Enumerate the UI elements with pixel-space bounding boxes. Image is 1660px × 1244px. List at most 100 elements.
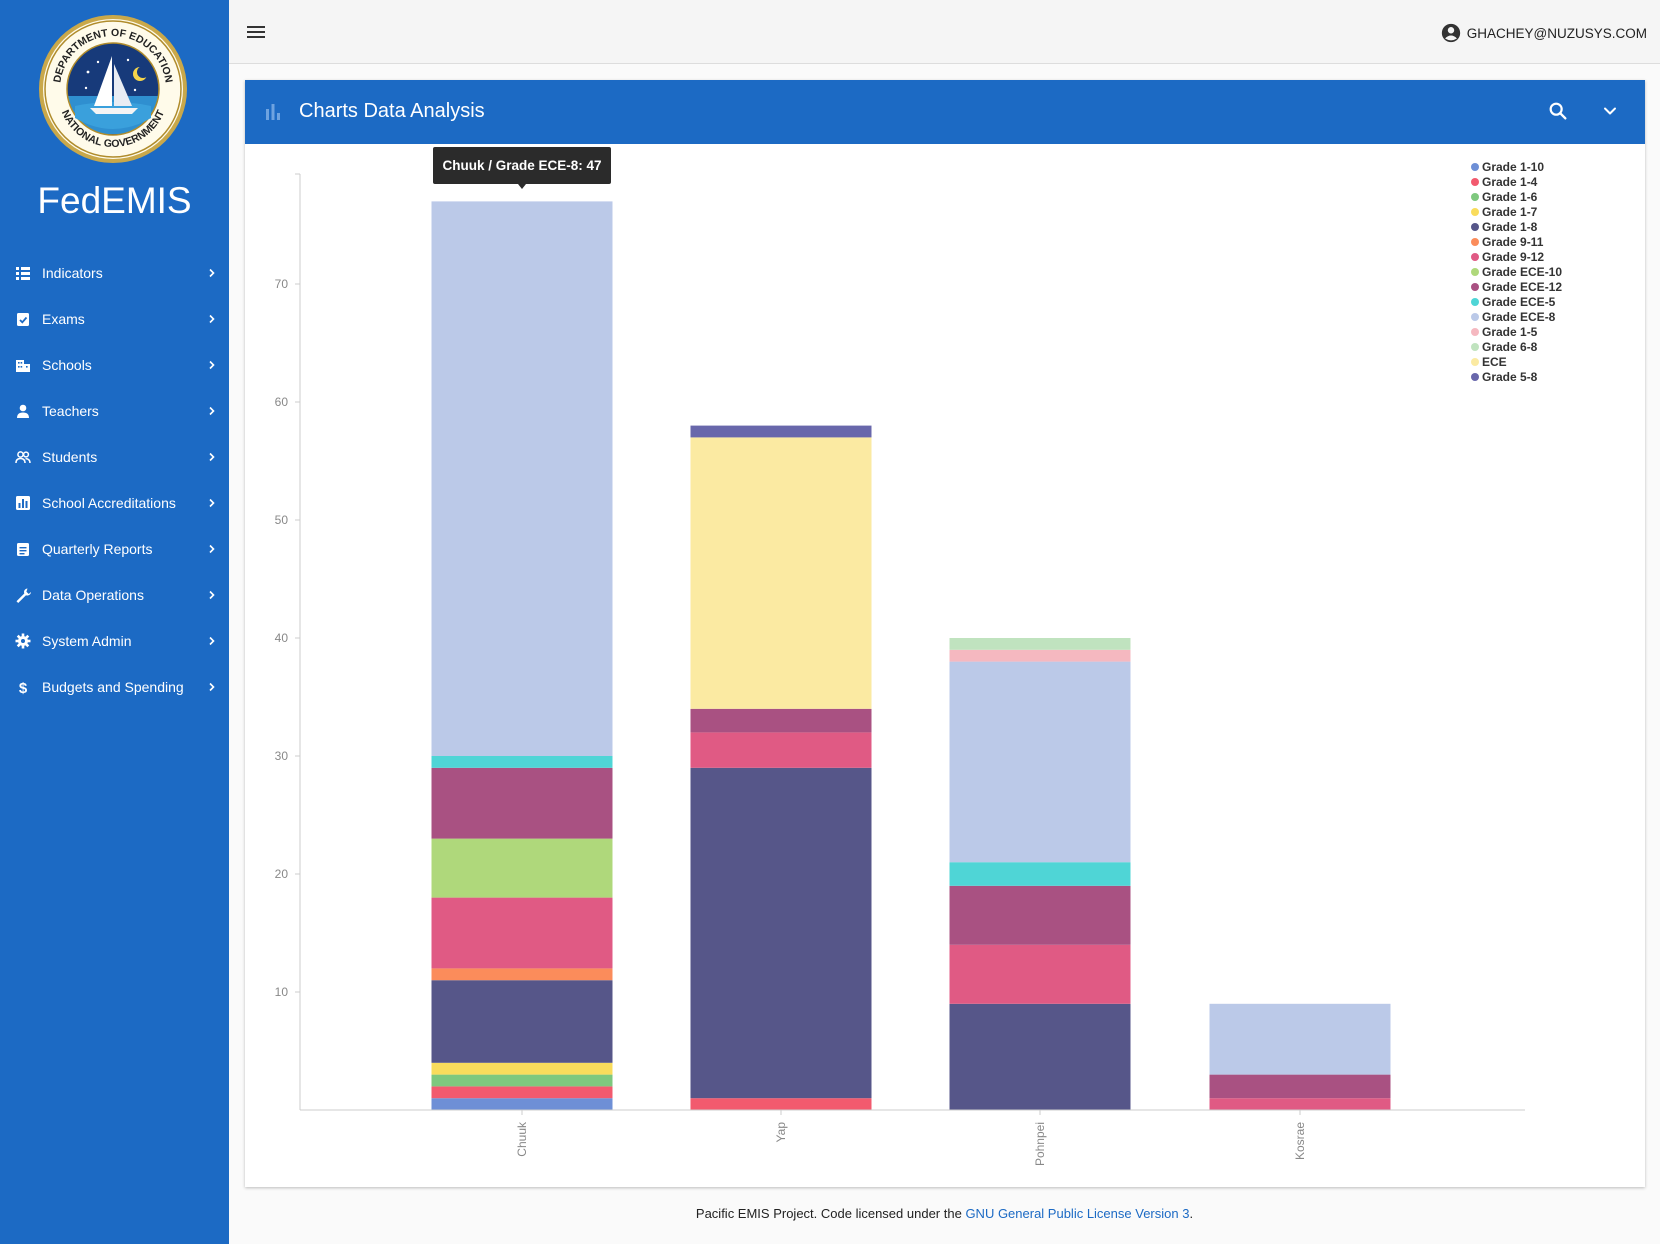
- chevron-right-icon: [205, 544, 219, 554]
- bar-segment-yap-grade-1-4[interactable]: [690, 1098, 872, 1110]
- chevron-right-icon: [205, 498, 219, 508]
- sidebar-item-budgets-and-spending[interactable]: $ Budgets and Spending: [0, 664, 229, 710]
- building-icon: [15, 357, 31, 373]
- legend-swatch: [1471, 313, 1479, 321]
- footer-text-end: .: [1189, 1206, 1194, 1221]
- sidebar-item-label: Students: [42, 449, 98, 465]
- legend-item[interactable]: Grade 1-5: [1482, 325, 1538, 339]
- expand-button[interactable]: [1600, 101, 1620, 126]
- y-tick-label: 60: [275, 395, 289, 409]
- legend-swatch: [1471, 298, 1479, 306]
- search-button[interactable]: [1547, 100, 1569, 127]
- legend-item[interactable]: Grade 5-8: [1482, 370, 1538, 384]
- legend-item[interactable]: Grade 1-10: [1482, 160, 1544, 174]
- license-link[interactable]: GNU General Public License Version 3: [965, 1206, 1190, 1221]
- legend-swatch: [1471, 238, 1479, 246]
- bar-segment-chuuk-grade-1-8[interactable]: [431, 980, 613, 1063]
- sidebar-item-schools[interactable]: Schools: [0, 342, 229, 388]
- bar-segment-chuuk-grade-ece-12[interactable]: [431, 767, 613, 839]
- chart-tooltip: [433, 147, 611, 184]
- bar-segment-pohnpei-grade-6-8[interactable]: [949, 638, 1131, 650]
- bar-segment-pohnpei-grade-ece-5[interactable]: [949, 862, 1131, 886]
- legend-item[interactable]: Grade 1-7: [1482, 205, 1538, 219]
- sidebar-item-indicators[interactable]: Indicators: [0, 250, 229, 296]
- chevron-right-icon: [205, 682, 219, 692]
- sidebar-item-label: Exams: [42, 311, 85, 327]
- sidebar-item-quarterly-reports[interactable]: Quarterly Reports: [0, 526, 229, 572]
- footer: Pacific EMIS Project. Code licensed unde…: [229, 1206, 1660, 1221]
- bar-segment-chuuk-grade-1-6[interactable]: [431, 1074, 613, 1087]
- chart-card: Charts Data Analysis 10 20 30 40 50 60 70 Chuu…: [245, 80, 1645, 1187]
- person-icon: [15, 403, 31, 419]
- legend-item[interactable]: Grade 1-6: [1482, 190, 1538, 204]
- bar-segment-chuuk-grade-1-10[interactable]: [431, 1098, 613, 1110]
- chevron-down-icon: [1604, 107, 1616, 115]
- user-account-button[interactable]: GHACHEY@NUZUSYS.COM: [1440, 22, 1647, 44]
- bar-segment-chuuk-grade-1-7[interactable]: [431, 1062, 613, 1075]
- bar-segment-pohnpei-grade-1-5[interactable]: [949, 649, 1131, 662]
- bar-segment-kosrae-grade-ece-8[interactable]: [1209, 1003, 1391, 1075]
- legend-item[interactable]: Grade 9-11: [1482, 235, 1544, 249]
- chevron-right-icon: [205, 636, 219, 646]
- svg-text:$: $: [19, 680, 28, 695]
- bar-segment-yap-grade-ece-12[interactable]: [690, 708, 872, 733]
- sidebar-item-teachers[interactable]: Teachers: [0, 388, 229, 434]
- legend-item[interactable]: Grade ECE-12: [1482, 280, 1562, 294]
- dollar-icon: $: [15, 679, 31, 695]
- bar-segment-kosrae-grade-ece-12[interactable]: [1209, 1074, 1391, 1099]
- sidebar-item-students[interactable]: Students: [0, 434, 229, 480]
- y-tick-label: 40: [275, 631, 289, 645]
- account-circle-icon: [1441, 23, 1460, 43]
- x-tick-label: Chuuk: [515, 1121, 529, 1157]
- bar-segment-yap-grade-5-8[interactable]: [690, 425, 872, 438]
- sidebar-item-label: Indicators: [42, 265, 103, 281]
- sidebar-item-data-operations[interactable]: Data Operations: [0, 572, 229, 618]
- sidebar-item-label: Schools: [42, 357, 92, 373]
- bar-segment-yap-grade-9-12[interactable]: [690, 732, 872, 768]
- bar-segment-yap-ece[interactable]: [690, 437, 872, 709]
- sidebar-item-system-admin[interactable]: System Admin: [0, 618, 229, 664]
- sidebar-item-label: Teachers: [42, 403, 99, 419]
- bar-segment-chuuk-grade-9-11[interactable]: [431, 968, 613, 981]
- bar-segment-pohnpei-grade-ece-12[interactable]: [949, 885, 1131, 945]
- legend-item[interactable]: Grade 9-12: [1482, 250, 1544, 264]
- legend-item[interactable]: Grade 1-8: [1482, 220, 1538, 234]
- legend-item[interactable]: Grade ECE-5: [1482, 295, 1556, 309]
- bar-segment-yap-grade-1-8[interactable]: [690, 767, 872, 1099]
- bar-segment-kosrae-grade-9-12[interactable]: [1209, 1098, 1391, 1110]
- bar-segment-chuuk-grade-ece-10[interactable]: [431, 838, 613, 898]
- legend-item[interactable]: Grade 1-4: [1482, 175, 1538, 189]
- chevron-right-icon: [205, 452, 219, 462]
- card-title: Charts Data Analysis: [299, 100, 485, 122]
- x-tick-label: Pohnpei: [1033, 1122, 1047, 1166]
- search-icon: [1549, 102, 1567, 120]
- sidebar-nav: Indicators Exams Schools Teachers Students Sc…: [0, 250, 229, 710]
- card-header: Charts Data Analysis: [245, 80, 1645, 144]
- legend-item[interactable]: ECE: [1482, 355, 1507, 369]
- hamburger-menu-button[interactable]: [245, 21, 267, 43]
- app-name: FedEMIS: [37, 180, 192, 221]
- tooltip-text: Chuuk / Grade ECE-8: 47: [442, 158, 601, 173]
- menu-icon: [247, 26, 265, 38]
- y-tick-label: 10: [275, 985, 289, 999]
- bar-segment-pohnpei-grade-1-8[interactable]: [949, 1003, 1131, 1110]
- sidebar-item-school-accreditations[interactable]: School Accreditations: [0, 480, 229, 526]
- bar-segment-chuuk-grade-1-4[interactable]: [431, 1086, 613, 1099]
- legend-item[interactable]: Grade 6-8: [1482, 340, 1538, 354]
- bar-segment-chuuk-grade-ece-8[interactable]: [431, 201, 613, 756]
- sidebar-item-exams[interactable]: Exams: [0, 296, 229, 342]
- legend-swatch: [1471, 343, 1479, 351]
- top-bar: GHACHEY@NUZUSYS.COM: [229, 0, 1660, 64]
- y-tick-label: 50: [275, 513, 289, 527]
- bar-segment-chuuk-grade-ece-5[interactable]: [431, 756, 613, 768]
- bar-segment-pohnpei-grade-ece-8[interactable]: [949, 661, 1131, 863]
- legend-swatch: [1471, 208, 1479, 216]
- legend-item[interactable]: Grade ECE-8: [1482, 310, 1556, 324]
- legend-swatch: [1471, 163, 1479, 171]
- chevron-right-icon: [205, 268, 219, 278]
- legend-item[interactable]: Grade ECE-10: [1482, 265, 1562, 279]
- bar-segment-chuuk-grade-9-12[interactable]: [431, 897, 613, 969]
- chevron-right-icon: [205, 590, 219, 600]
- bar-segment-pohnpei-grade-9-12[interactable]: [949, 944, 1131, 1004]
- legend-swatch: [1471, 283, 1479, 291]
